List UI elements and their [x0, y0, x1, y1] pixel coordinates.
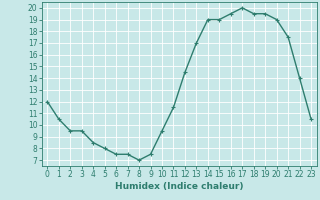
- X-axis label: Humidex (Indice chaleur): Humidex (Indice chaleur): [115, 182, 244, 191]
